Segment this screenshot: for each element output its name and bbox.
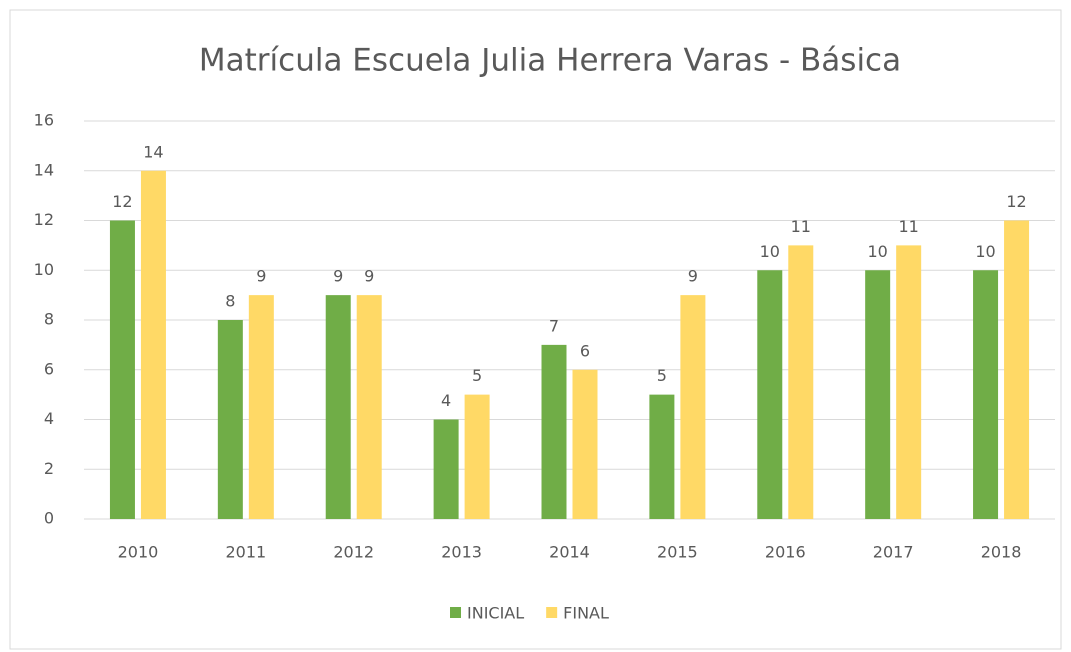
bar (109, 220, 135, 519)
data-label: 9 (688, 267, 698, 286)
x-tick-label: 2016 (765, 543, 806, 562)
bar (217, 320, 243, 519)
data-label: 12 (112, 192, 132, 211)
bar (680, 295, 706, 519)
data-label: 11 (898, 217, 918, 236)
bar (325, 295, 351, 519)
data-label: 9 (256, 267, 266, 286)
x-tick-label: 2015 (657, 543, 698, 562)
bar (356, 295, 382, 519)
y-tick-label: 16 (34, 111, 54, 130)
bar (433, 419, 459, 519)
x-tick-label: 2014 (549, 543, 590, 562)
x-tick-label: 2012 (333, 543, 374, 562)
data-label: 9 (333, 267, 343, 286)
bar (865, 270, 891, 519)
legend-swatch (450, 607, 461, 618)
data-label: 9 (364, 267, 374, 286)
bar (541, 344, 567, 519)
x-tick-label: 2011 (225, 543, 266, 562)
y-tick-label: 6 (44, 359, 54, 378)
x-tick-label: 2013 (441, 543, 482, 562)
y-tick-label: 4 (44, 409, 54, 428)
data-label: 10 (867, 242, 887, 261)
data-label: 5 (472, 366, 482, 385)
y-tick-label: 0 (44, 509, 54, 528)
y-tick-label: 14 (34, 160, 54, 179)
x-tick-label: 2017 (873, 543, 914, 562)
legend-label: INICIAL (467, 604, 524, 623)
y-tick-label: 2 (44, 459, 54, 478)
data-label: 6 (580, 341, 590, 360)
data-label: 12 (1006, 192, 1026, 211)
bar (757, 270, 783, 519)
bar (464, 394, 490, 519)
data-label: 5 (657, 366, 667, 385)
bar (140, 170, 166, 519)
legend-label: FINAL (563, 604, 609, 623)
x-tick-label: 2018 (981, 543, 1022, 562)
data-label: 10 (975, 242, 995, 261)
bar (973, 270, 999, 519)
data-label: 7 (549, 316, 559, 335)
bar (1004, 220, 1030, 519)
y-tick-label: 8 (44, 310, 54, 329)
y-tick-label: 10 (34, 260, 54, 279)
x-tick-label: 2010 (118, 543, 159, 562)
y-tick-label: 12 (34, 210, 54, 229)
legend-swatch (546, 607, 558, 618)
bar (788, 245, 814, 519)
data-label: 4 (441, 391, 451, 410)
bar (248, 295, 274, 519)
chart-title: Matrícula Escuela Julia Herrera Varas - … (199, 43, 901, 79)
data-label: 11 (791, 217, 811, 236)
data-label: 10 (760, 242, 780, 261)
data-label: 14 (143, 142, 163, 161)
data-label: 8 (225, 292, 235, 311)
bar (649, 394, 675, 519)
bar (572, 369, 598, 519)
bar (896, 245, 922, 519)
